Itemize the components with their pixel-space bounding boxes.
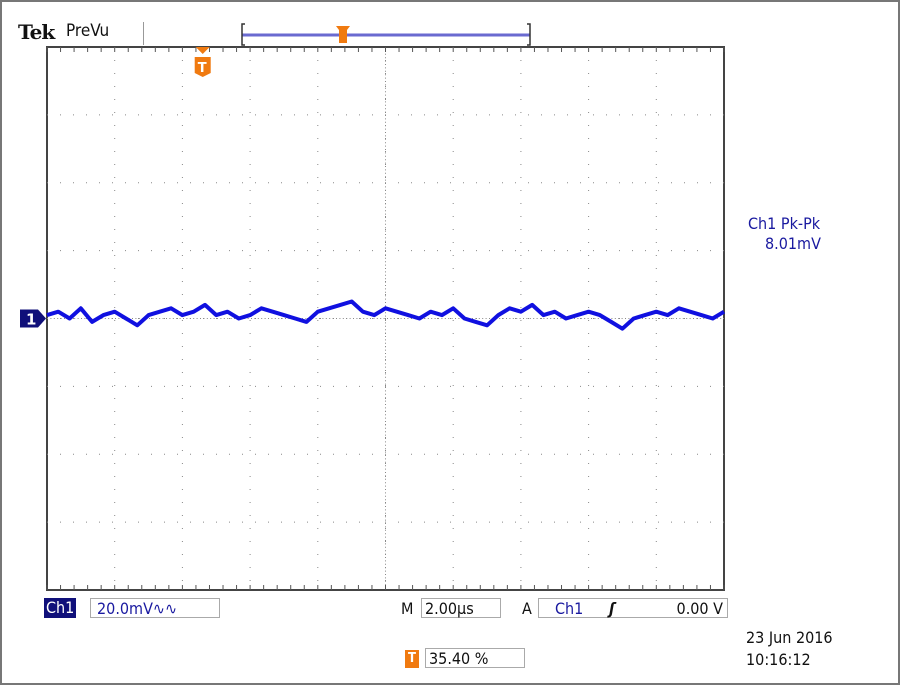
trigger-settings[interactable]: Ch1 ʃ 0.00 V — [538, 598, 728, 618]
main-timebase-label: M — [401, 599, 414, 618]
trigger-marker-icon — [194, 57, 211, 77]
trigger-level: 0.00 V — [676, 599, 723, 618]
rising-edge-icon: ʃ — [609, 599, 615, 618]
acquisition-mode: PreVu — [66, 21, 110, 41]
trigger-position-arrow — [195, 47, 210, 54]
channel-1-marker — [20, 309, 46, 328]
trigger-a-label: A — [522, 599, 532, 618]
trigger-marker-label: T — [198, 61, 207, 76]
time: 10:16:12 — [746, 650, 811, 669]
record-trigger-icon — [336, 26, 350, 43]
header-divider — [143, 22, 144, 45]
date: 23 Jun 2016 — [746, 628, 833, 647]
record-bracket-right — [527, 23, 531, 46]
channel-scale[interactable]: 20.0mV∿∿ — [90, 598, 220, 618]
channel-1-marker-label: 1 — [26, 311, 36, 329]
timebase-value[interactable]: 2.00µs — [421, 598, 501, 618]
trigger-position[interactable]: 35.40 % — [425, 648, 525, 668]
channel-badge[interactable]: Ch1 — [44, 598, 77, 618]
trigger-source: Ch1 — [555, 599, 584, 618]
measurement-label: Ch1 Pk-Pk — [748, 214, 821, 233]
trigger-position-icon: T — [405, 650, 419, 668]
measurement-value: 8.01mV — [765, 234, 821, 253]
ch1-trace — [46, 299, 726, 331]
record-bracket-left — [241, 23, 245, 46]
brand-logo: Tek — [18, 20, 55, 44]
